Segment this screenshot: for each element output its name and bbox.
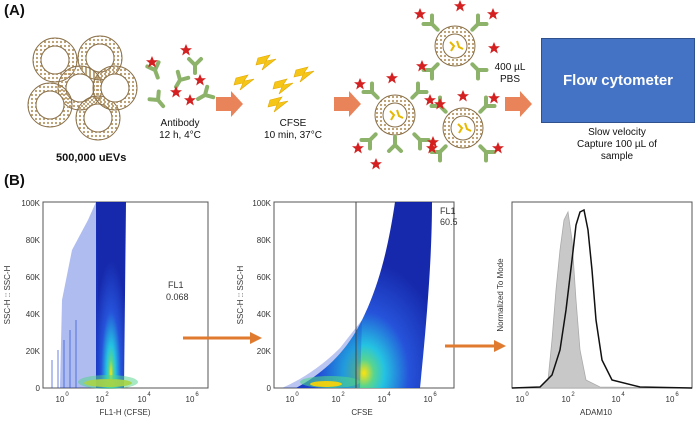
pbs-caption: 400 µL PBS [490, 62, 530, 86]
plot2-xexp-2: 4 [387, 392, 391, 398]
plot2-xexp-0: 0 [295, 392, 299, 398]
isotype-histogram [511, 210, 693, 389]
plot2-ylabel: SSC-H :: SSC-H [236, 265, 245, 324]
plot1-xexp-2: 4 [147, 392, 151, 398]
plot1-xexp-1: 2 [105, 392, 109, 398]
flow-note-line2: Capture 100 µL of [577, 139, 657, 150]
plot2-ytick-0: 0 [267, 384, 272, 393]
plot2-ytick-1: 20K [257, 347, 272, 356]
plot2-xtick-0: 10 [286, 395, 295, 404]
plot2-gate-value: 60.5 [440, 217, 458, 227]
adam10-histogram [511, 208, 693, 389]
plot2-xexp-1: 2 [341, 392, 345, 398]
plot1-ytick-3: 60K [26, 273, 41, 282]
plot1-xtick-1: 10 [96, 395, 105, 404]
cfse-caption-line2: 10 min, 37°C [264, 130, 322, 141]
panel-a-label: (A) [4, 2, 25, 19]
antibody-caption-line1: Antibody [160, 118, 200, 129]
plot2-ytick-2: 40K [257, 310, 272, 319]
plot1-xtick-2: 10 [138, 395, 147, 404]
plot2-xtick-3: 10 [424, 395, 433, 404]
labeled-ev-3 [426, 90, 504, 160]
plot2-ytick-5: 100K [252, 199, 271, 208]
flow-note-line1: Slow velocity [588, 127, 646, 138]
uev-count-label: 500,000 uEVs [56, 152, 127, 164]
flow-notes: Slow velocity Capture 100 µL of sample [561, 127, 673, 163]
plot1-gate-label: FL1 [168, 280, 184, 290]
plot1-ylabel: SSC-H :: SSC-H [3, 265, 12, 324]
cfse-caption-line1: CFSE [279, 118, 307, 129]
plot1-ytick-5: 100K [21, 199, 40, 208]
labeled-ev-1 [352, 72, 439, 170]
plot3-xexp-0: 0 [525, 392, 529, 398]
plot2-ytick-4: 80K [257, 236, 272, 245]
flow-plots: FL1 0.068 0 20K 40K 60K 80K 100K 10 0 10 2… [3, 199, 693, 417]
plot3-xexp-1: 2 [571, 392, 575, 398]
flow-cytometer-box: Flow cytometer [541, 38, 695, 123]
plot1-ytick-0: 0 [36, 384, 41, 393]
workflow-diagram [27, 0, 532, 170]
plot3: 10 0 10 2 10 4 10 6 ADAM10 Normalized To Mod… [496, 201, 693, 417]
plot1-xexp-3: 6 [195, 392, 199, 398]
cfse-caption: CFSE 10 min, 37°C [258, 118, 328, 142]
flow-note-line3: sample [600, 151, 634, 162]
antibody-caption: Antibody 12 h, 4°C [150, 118, 210, 142]
pbs-caption-line1: 400 µL [494, 62, 526, 73]
plot3-ylabel: Normalized To Mode [496, 258, 505, 332]
panel-b-label: (B) [4, 172, 25, 189]
plot-arrow-2 [445, 340, 506, 352]
plot3-xtick-3: 10 [666, 395, 675, 404]
plot1-xexp-0: 0 [65, 392, 69, 398]
antibody-group [145, 44, 216, 112]
plot1-xtick-0: 10 [56, 395, 65, 404]
process-arrows [216, 91, 532, 117]
plot2-xtick-1: 10 [332, 395, 341, 404]
plot2-ytick-3: 60K [257, 273, 272, 282]
plot3-xtick-0: 10 [516, 395, 525, 404]
plot1-ytick-1: 20K [26, 347, 41, 356]
plot3-xlabel: ADAM10 [580, 408, 613, 417]
plot1-xlabel: FL1-H (CFSE) [99, 408, 150, 417]
plot2-gate-label: FL1 [440, 206, 456, 216]
plot3-xtick-2: 10 [612, 395, 621, 404]
antibody-caption-line2: 12 h, 4°C [159, 130, 201, 141]
cfse-bolts [233, 54, 315, 113]
plot2-xlabel: CFSE [351, 408, 372, 417]
plot3-xexp-3: 6 [675, 392, 679, 398]
plot1-xtick-3: 10 [186, 395, 195, 404]
labeled-ev-2 [414, 0, 500, 78]
ev-cluster [27, 35, 138, 141]
plot1-ytick-2: 40K [26, 310, 41, 319]
plot2-xtick-2: 10 [378, 395, 387, 404]
plot2-xexp-3: 6 [433, 392, 437, 398]
plot2: FL1 60.5 0 20K 40K 60K 80K 100K 10 0 10 2 … [236, 199, 458, 417]
plot3-xtick-1: 10 [562, 395, 571, 404]
pbs-caption-line2: PBS [499, 74, 520, 85]
plot3-xexp-2: 4 [621, 392, 625, 398]
plot1: FL1 0.068 0 20K 40K 60K 80K 100K 10 0 10 2… [3, 199, 209, 417]
plot-arrow-1 [183, 332, 262, 344]
plot1-gate-value: 0.068 [166, 292, 189, 302]
plot1-ytick-4: 80K [26, 236, 41, 245]
